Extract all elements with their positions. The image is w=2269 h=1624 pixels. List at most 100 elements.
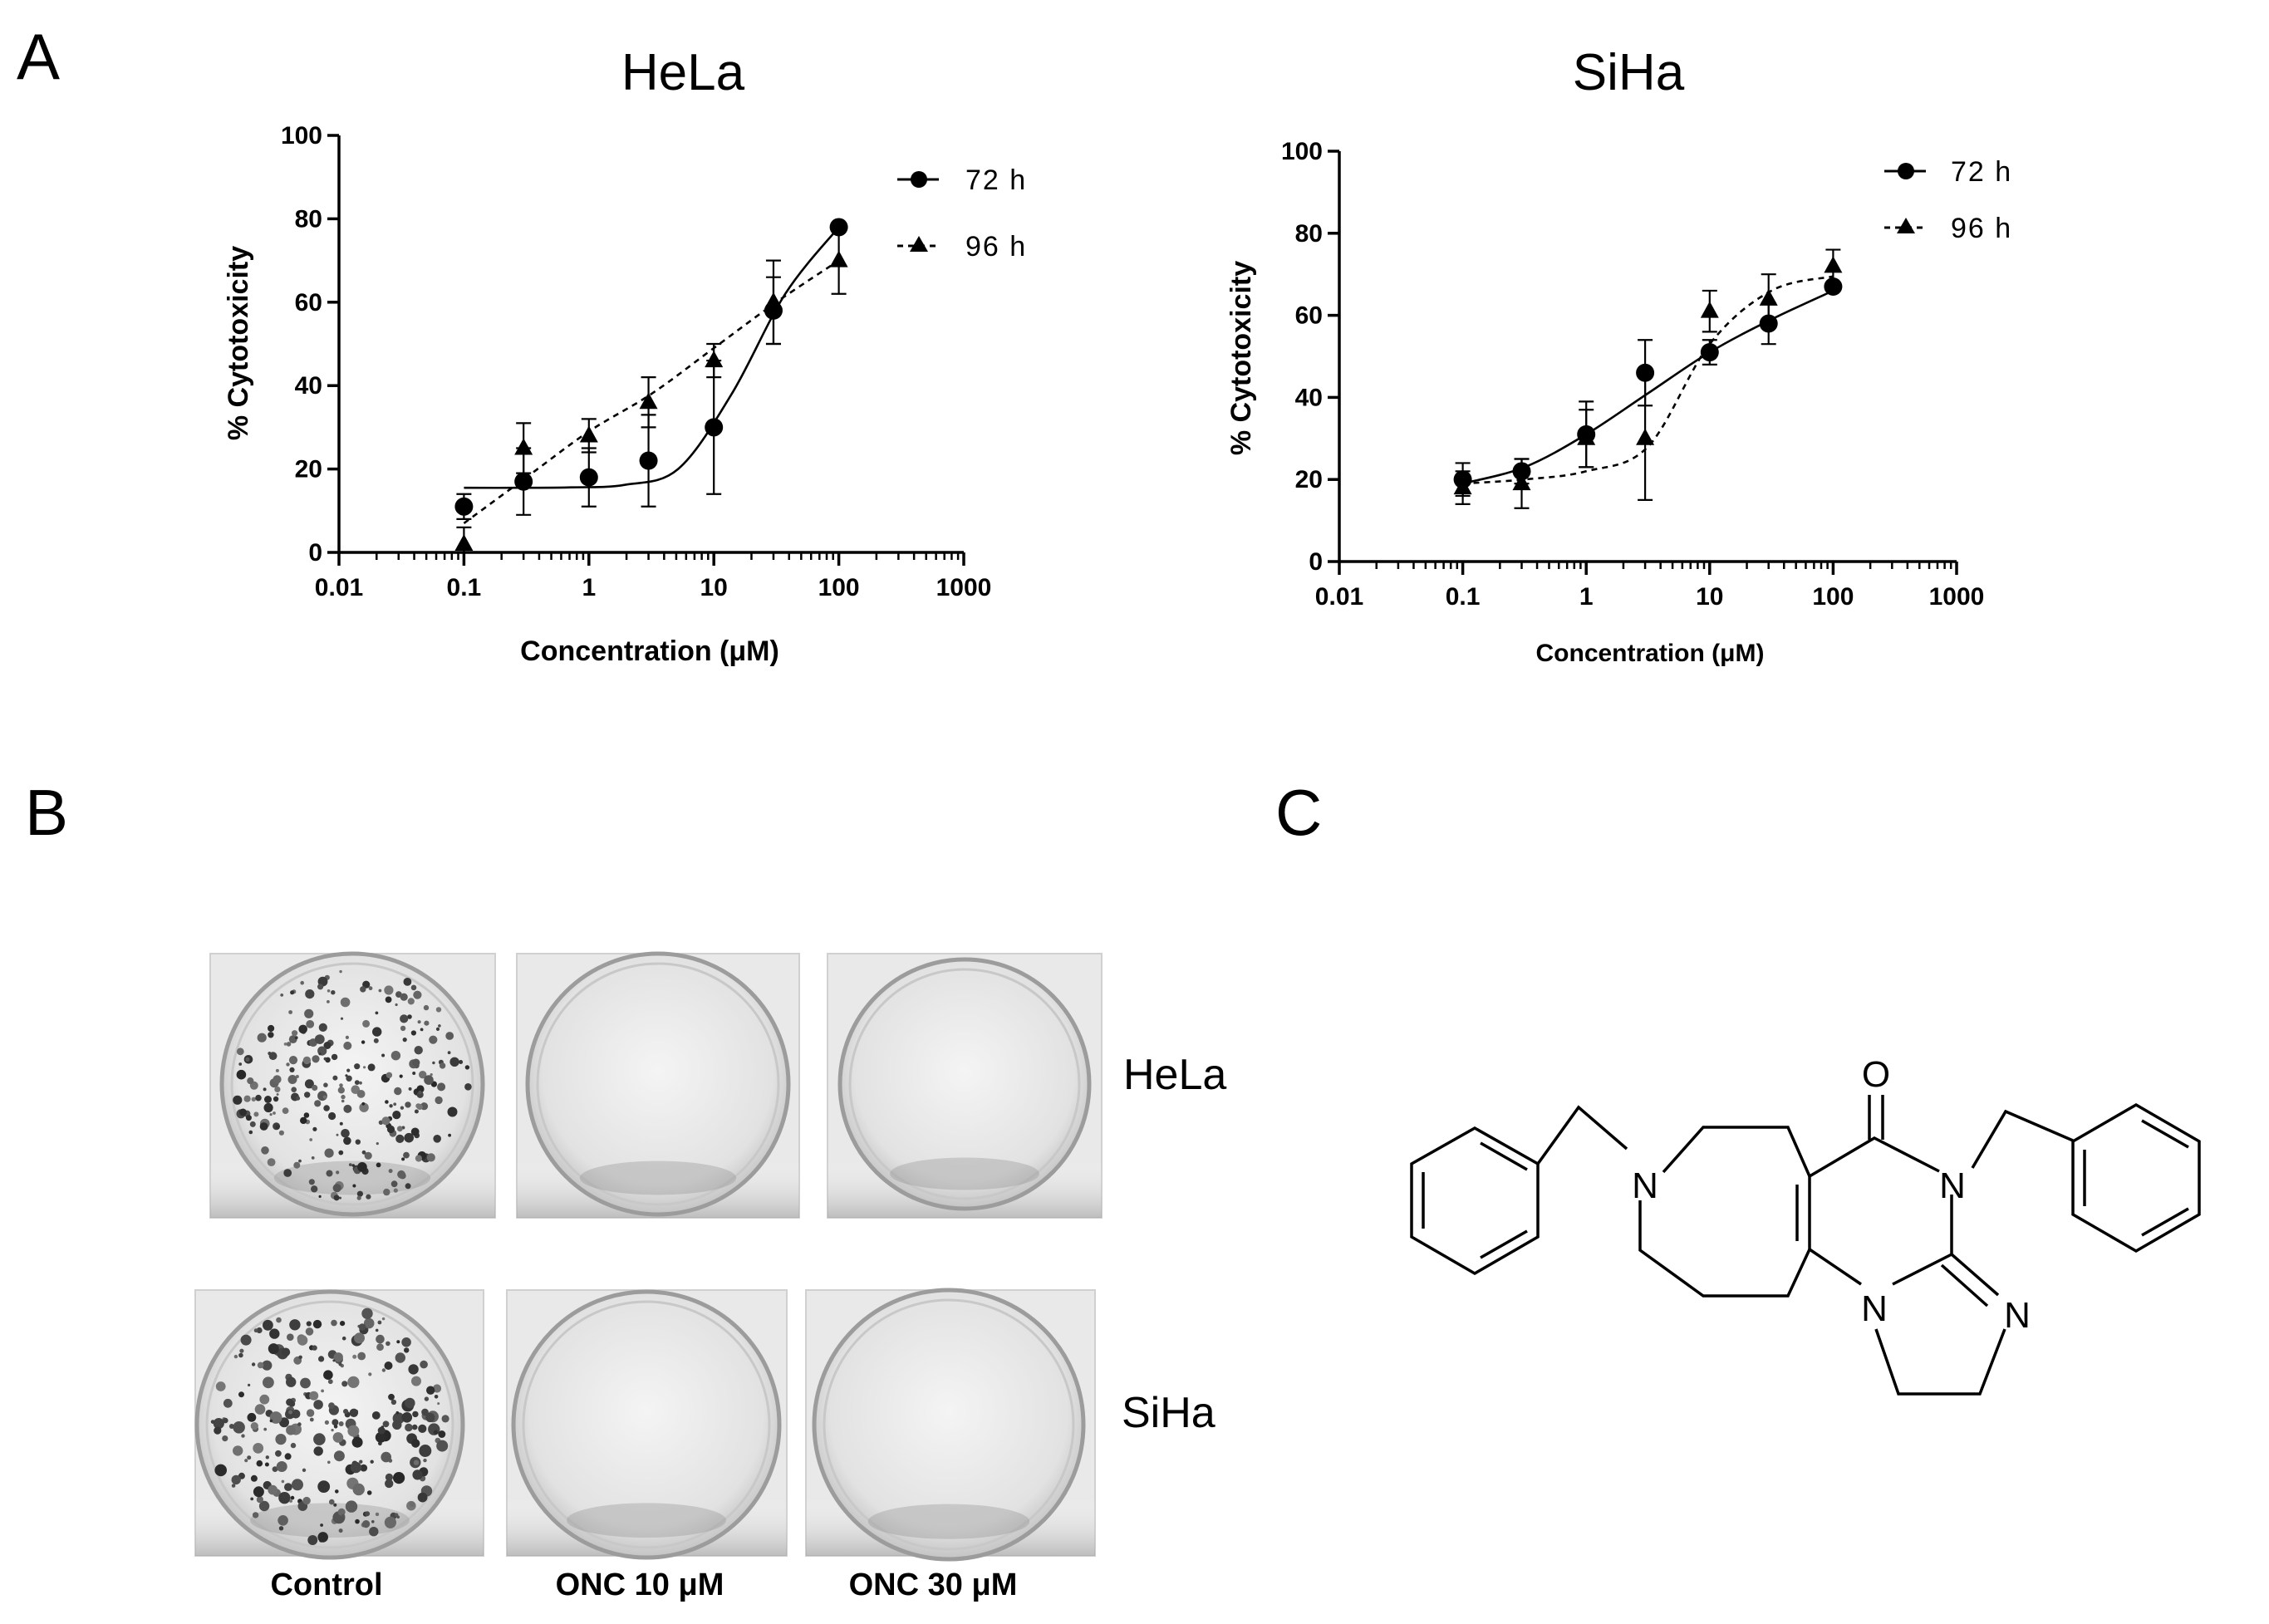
data-point bbox=[1577, 428, 1596, 445]
colony bbox=[340, 997, 351, 1008]
legend-label-96h: 96 h bbox=[1951, 213, 2012, 244]
colony bbox=[341, 1099, 345, 1103]
colony bbox=[317, 1532, 329, 1543]
dish-bottom-shadow bbox=[250, 1503, 410, 1538]
colony bbox=[357, 1352, 366, 1361]
colony bbox=[312, 1345, 317, 1351]
atom-imine-n: N bbox=[2004, 1295, 2031, 1336]
data-point bbox=[1700, 343, 1719, 362]
legend-label-72h: 72 h bbox=[1951, 156, 2012, 188]
colony bbox=[244, 1459, 248, 1463]
colony bbox=[261, 1146, 269, 1155]
colony bbox=[350, 1461, 362, 1474]
colony bbox=[343, 1041, 352, 1050]
colony bbox=[405, 1183, 411, 1190]
colony bbox=[464, 1065, 470, 1070]
colony bbox=[384, 1362, 393, 1370]
colony bbox=[331, 990, 336, 995]
colony bbox=[360, 986, 366, 993]
colony bbox=[401, 1337, 411, 1347]
colony bbox=[267, 1158, 276, 1166]
legend-marker-96h bbox=[1897, 218, 1915, 233]
colony bbox=[269, 1411, 282, 1424]
colony bbox=[424, 1396, 430, 1401]
dish-inner-rim bbox=[230, 962, 474, 1206]
colony bbox=[297, 1335, 308, 1346]
colony bbox=[247, 1077, 254, 1085]
colony bbox=[259, 1122, 268, 1131]
colony bbox=[332, 1359, 336, 1362]
dish-bottom-shadow bbox=[567, 1503, 726, 1538]
colony bbox=[400, 993, 408, 1001]
colony bbox=[412, 1072, 416, 1075]
colony bbox=[411, 1376, 421, 1386]
atom-oxygen: O bbox=[1862, 1054, 1890, 1095]
data-point bbox=[579, 468, 598, 487]
legend-item-96h: 96 h bbox=[1884, 213, 2012, 244]
colony bbox=[255, 1094, 262, 1101]
colony bbox=[318, 1356, 325, 1362]
legend-item-72h: 72 h bbox=[1884, 156, 2012, 188]
colony bbox=[304, 1008, 314, 1018]
culture-dish bbox=[525, 951, 791, 1217]
x-tick-label: 100 bbox=[818, 574, 860, 601]
colony bbox=[297, 1422, 302, 1426]
y-tick-label: 80 bbox=[1295, 220, 1323, 248]
colony bbox=[364, 1151, 372, 1160]
colony bbox=[289, 1319, 301, 1331]
colony bbox=[292, 1479, 303, 1491]
colony bbox=[250, 1497, 254, 1501]
colony bbox=[265, 1455, 269, 1460]
colony bbox=[256, 1460, 263, 1467]
y-tick-label: 80 bbox=[295, 205, 322, 233]
x-tick-label: 0.01 bbox=[315, 574, 363, 601]
colony bbox=[303, 1112, 310, 1118]
colony bbox=[434, 1395, 439, 1399]
culture-well-photo bbox=[209, 951, 496, 1219]
colony bbox=[394, 1087, 402, 1096]
colony bbox=[361, 1308, 373, 1320]
colony bbox=[278, 1492, 291, 1504]
chart-title: HeLa bbox=[621, 44, 745, 101]
colony bbox=[289, 1499, 292, 1503]
colony bbox=[309, 1417, 314, 1422]
colony bbox=[402, 1038, 407, 1043]
colony bbox=[231, 1474, 241, 1485]
dish-inner-rim bbox=[848, 968, 1081, 1200]
legend-label-96h: 96 h bbox=[965, 231, 1027, 262]
colony bbox=[278, 1526, 284, 1531]
colony bbox=[283, 1169, 292, 1177]
colony bbox=[323, 1370, 333, 1380]
left-benzyl-bond bbox=[1536, 1105, 1628, 1165]
colony bbox=[233, 1095, 243, 1105]
legend-marker-72h bbox=[1898, 163, 1914, 179]
culture-dish bbox=[219, 951, 485, 1217]
colony bbox=[238, 1391, 244, 1398]
x-tick-label: 1000 bbox=[1929, 583, 1985, 611]
legend: 72 h 96 h bbox=[897, 164, 1027, 262]
colony bbox=[256, 1327, 263, 1334]
colony bbox=[395, 1411, 400, 1415]
colony bbox=[304, 1079, 314, 1089]
colony bbox=[426, 1153, 435, 1162]
colony bbox=[371, 1520, 375, 1523]
colony bbox=[341, 1129, 350, 1138]
atom-n3: N bbox=[1939, 1165, 1966, 1206]
colony bbox=[390, 1051, 401, 1061]
colony bbox=[314, 1034, 325, 1044]
colony bbox=[275, 1434, 287, 1445]
colony bbox=[304, 1092, 311, 1098]
legend-item-96h: 96 h bbox=[897, 231, 1027, 262]
colony bbox=[381, 1368, 386, 1372]
data-point bbox=[639, 451, 658, 470]
ring-bond-upper bbox=[1662, 1126, 1811, 1177]
siha-chart: SiHa Concentration (μM) % Cytotoxicity 0… bbox=[1225, 44, 2012, 667]
colony bbox=[318, 1023, 327, 1032]
colony bbox=[447, 1106, 458, 1117]
colony bbox=[278, 1130, 284, 1136]
cn-bond-1 bbox=[1950, 1253, 2000, 1297]
colony bbox=[243, 1095, 251, 1102]
colony bbox=[340, 1017, 344, 1020]
colony bbox=[404, 1132, 415, 1143]
colony bbox=[268, 1024, 275, 1033]
